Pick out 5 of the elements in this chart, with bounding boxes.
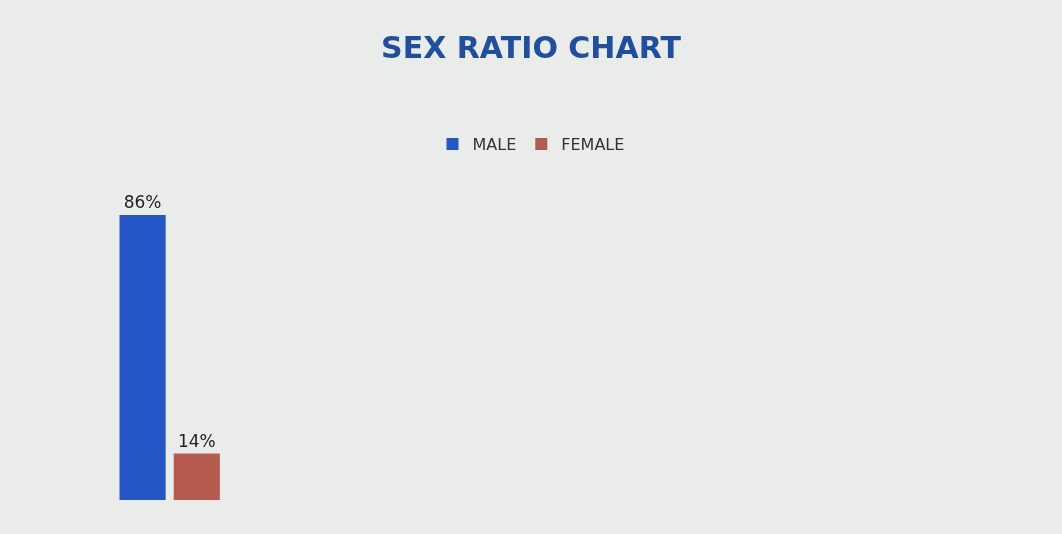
data-label: 14%	[177, 430, 216, 451]
data-label: 86%	[123, 192, 162, 212]
legend-label: FEMALE	[561, 135, 625, 155]
legend-label: MALE	[472, 135, 517, 155]
text: SEX RATIO CHART	[381, 30, 682, 66]
